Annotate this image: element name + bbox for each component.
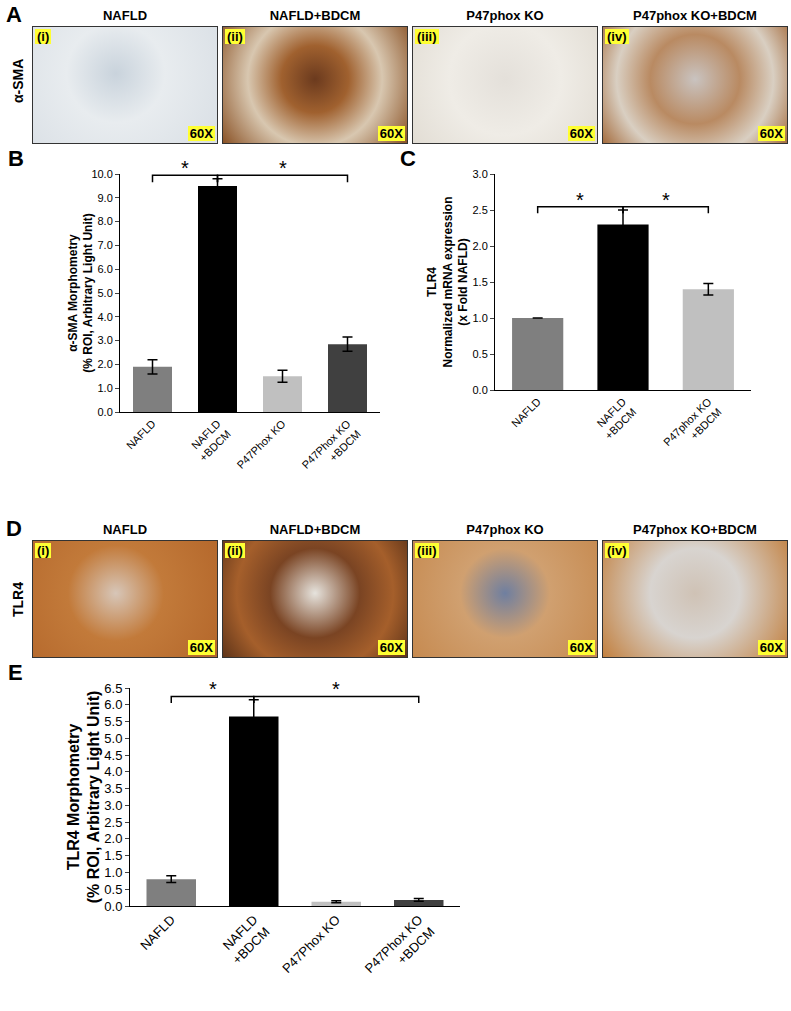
html-text:60X: 60X bbox=[569, 126, 593, 141]
svg-text:0.5: 0.5 bbox=[473, 348, 488, 360]
html-text:(iv): (iv) bbox=[607, 543, 627, 558]
html-text:TLR4: TLR4 bbox=[10, 582, 26, 617]
html-text:60X: 60X bbox=[569, 640, 593, 655]
html-text:(i): (i) bbox=[37, 543, 50, 558]
svg-text:9.0: 9.0 bbox=[98, 192, 113, 204]
svg-text:5.5: 5.5 bbox=[104, 714, 122, 729]
svg-text:α-SMA Morphometry(% ROI, Arbit: α-SMA Morphometry(% ROI, Arbitrary Light… bbox=[66, 213, 96, 373]
html-text:60X: 60X bbox=[759, 126, 783, 141]
svg-text:P47Phox KO+BDCM: P47Phox KO+BDCM bbox=[362, 912, 438, 988]
html-text:P47phox KO+BDCM: P47phox KO+BDCM bbox=[633, 522, 757, 537]
html-text:NAFLD+BDCM: NAFLD+BDCM bbox=[269, 8, 361, 23]
svg-text:0.0: 0.0 bbox=[104, 899, 122, 914]
svg-text:6.5: 6.5 bbox=[104, 681, 122, 696]
html-text:P47phox KO: P47phox KO bbox=[466, 8, 544, 23]
svg-text:3.0: 3.0 bbox=[98, 334, 113, 346]
svg-text:4.5: 4.5 bbox=[104, 748, 122, 763]
html-text:B: B bbox=[8, 146, 24, 171]
svg-text:5.0: 5.0 bbox=[104, 731, 122, 746]
svg-text:*: * bbox=[576, 189, 584, 211]
svg-text:2.0: 2.0 bbox=[473, 240, 488, 252]
html-text:(iv): (iv) bbox=[607, 29, 627, 44]
html-text:60X: 60X bbox=[189, 640, 213, 655]
svg-text:*: * bbox=[279, 157, 287, 179]
svg-text:NAFLD+BDCM: NAFLD+BDCM bbox=[217, 912, 272, 967]
svg-text:3.0: 3.0 bbox=[104, 798, 122, 813]
svg-text:TLR4 Morphometry(% ROI, Arbitr: TLR4 Morphometry(% ROI, Arbitrary Light … bbox=[65, 691, 103, 904]
html-text:60X: 60X bbox=[189, 126, 213, 141]
html-text:NAFLD+BDCM: NAFLD+BDCM bbox=[269, 522, 361, 537]
svg-text:*: * bbox=[662, 189, 670, 211]
svg-text:2.0: 2.0 bbox=[98, 358, 113, 370]
svg-text:3.5: 3.5 bbox=[104, 781, 122, 796]
html-text:P47phox KO+BDCM: P47phox KO+BDCM bbox=[633, 8, 757, 23]
html-text:α-SMA: α-SMA bbox=[10, 58, 26, 103]
svg-text:5.0: 5.0 bbox=[98, 287, 113, 299]
html-text:(ii): (ii) bbox=[227, 543, 243, 558]
svg-text:3.0: 3.0 bbox=[473, 168, 488, 180]
svg-text:7.0: 7.0 bbox=[98, 239, 113, 251]
html-text:A: A bbox=[6, 2, 22, 27]
svg-text:*: * bbox=[332, 678, 340, 700]
svg-text:P47Phox KO: P47Phox KO bbox=[234, 417, 288, 471]
svg-text:*: * bbox=[209, 678, 217, 700]
html-text:(i): (i) bbox=[37, 29, 50, 44]
svg-text:NAFLD+BDCM: NAFLD+BDCM bbox=[187, 417, 233, 463]
html-text:P47phox KO: P47phox KO bbox=[466, 522, 544, 537]
svg-text:P47Phox KO: P47Phox KO bbox=[279, 912, 343, 976]
svg-text:1.0: 1.0 bbox=[98, 382, 113, 394]
html-text:NAFLD: NAFLD bbox=[103, 8, 147, 23]
svg-text:1.0: 1.0 bbox=[473, 312, 488, 324]
svg-text:*: * bbox=[181, 157, 189, 179]
html-text:60X: 60X bbox=[759, 640, 783, 655]
svg-text:TLR4Normalized mRNA expression: TLR4Normalized mRNA expression(x Fold NA… bbox=[425, 197, 470, 368]
svg-text:NAFLD: NAFLD bbox=[124, 417, 158, 451]
svg-text:NAFLD: NAFLD bbox=[137, 912, 178, 953]
html-text:(iii): (iii) bbox=[417, 29, 437, 44]
html-text:60X: 60X bbox=[379, 640, 403, 655]
svg-text:0.0: 0.0 bbox=[473, 384, 488, 396]
svg-text:2.5: 2.5 bbox=[104, 815, 122, 830]
svg-text:1.5: 1.5 bbox=[104, 848, 122, 863]
svg-text:2.5: 2.5 bbox=[473, 204, 488, 216]
svg-text:NAFLD: NAFLD bbox=[509, 395, 543, 429]
svg-text:6.0: 6.0 bbox=[104, 697, 122, 712]
svg-text:8.0: 8.0 bbox=[98, 215, 113, 227]
svg-text:4.0: 4.0 bbox=[98, 311, 113, 323]
svg-text:0.0: 0.0 bbox=[98, 406, 113, 418]
svg-text:0.5: 0.5 bbox=[104, 882, 122, 897]
svg-text:NAFLD+BDCM: NAFLD+BDCM bbox=[592, 395, 638, 441]
html-text:E: E bbox=[8, 660, 23, 685]
html-text:(iii): (iii) bbox=[417, 543, 437, 558]
html-text:D: D bbox=[6, 516, 22, 541]
svg-text:1.0: 1.0 bbox=[104, 865, 122, 880]
svg-text:6.0: 6.0 bbox=[98, 263, 113, 275]
html-text:60X: 60X bbox=[379, 126, 403, 141]
html-text:NAFLD: NAFLD bbox=[103, 522, 147, 537]
html-text:C: C bbox=[400, 146, 416, 171]
svg-text:1.5: 1.5 bbox=[473, 276, 488, 288]
svg-text:4.0: 4.0 bbox=[104, 764, 122, 779]
svg-text:P47Phox KO+BDCM: P47Phox KO+BDCM bbox=[299, 417, 363, 481]
svg-text:10.0: 10.0 bbox=[91, 168, 112, 180]
svg-text:2.0: 2.0 bbox=[104, 831, 122, 846]
html-text:(ii): (ii) bbox=[227, 29, 243, 44]
svg-text:P47phox KO+BDCM: P47phox KO+BDCM bbox=[661, 395, 724, 458]
